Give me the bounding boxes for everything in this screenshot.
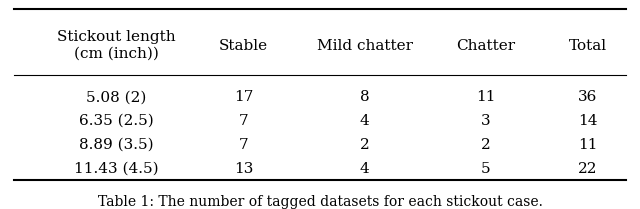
Text: 5: 5 bbox=[481, 162, 490, 176]
Text: 36: 36 bbox=[578, 90, 597, 104]
Text: 6.35 (2.5): 6.35 (2.5) bbox=[79, 114, 154, 128]
Text: Stickout length
(cm (inch)): Stickout length (cm (inch)) bbox=[57, 31, 175, 61]
Text: 11: 11 bbox=[476, 90, 495, 104]
Text: 22: 22 bbox=[578, 162, 597, 176]
Text: 4: 4 bbox=[360, 162, 369, 176]
Text: 8.89 (3.5): 8.89 (3.5) bbox=[79, 138, 154, 152]
Text: Table 1: The number of tagged datasets for each stickout case.: Table 1: The number of tagged datasets f… bbox=[97, 195, 543, 209]
Text: 4: 4 bbox=[360, 114, 369, 128]
Text: 13: 13 bbox=[234, 162, 253, 176]
Text: 11: 11 bbox=[578, 138, 597, 152]
Text: Stable: Stable bbox=[219, 39, 268, 53]
Text: 3: 3 bbox=[481, 114, 490, 128]
Text: 17: 17 bbox=[234, 90, 253, 104]
Text: 11.43 (4.5): 11.43 (4.5) bbox=[74, 162, 159, 176]
Text: 7: 7 bbox=[239, 114, 248, 128]
Text: 14: 14 bbox=[578, 114, 597, 128]
Text: 2: 2 bbox=[360, 138, 369, 152]
Text: 5.08 (2): 5.08 (2) bbox=[86, 90, 147, 104]
Text: 7: 7 bbox=[239, 138, 248, 152]
Text: Mild chatter: Mild chatter bbox=[317, 39, 413, 53]
Text: 2: 2 bbox=[481, 138, 490, 152]
Text: Chatter: Chatter bbox=[456, 39, 515, 53]
Text: Total: Total bbox=[568, 39, 607, 53]
Text: 8: 8 bbox=[360, 90, 369, 104]
